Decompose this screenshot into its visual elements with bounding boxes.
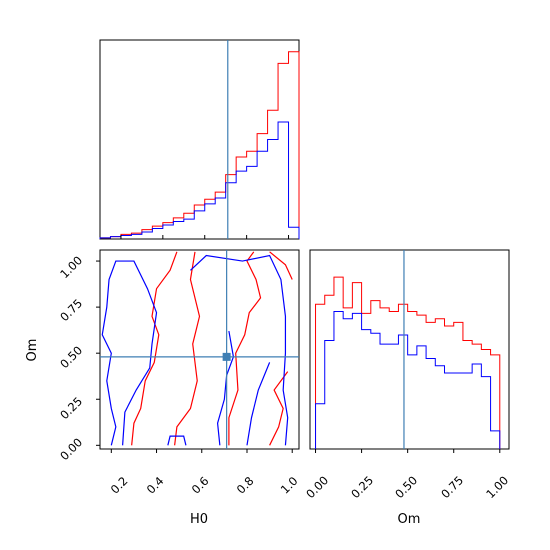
xtick-label: 1.0 [278, 474, 301, 497]
xtick-label: 0.4 [144, 474, 167, 497]
xtick-label: 0.8 [234, 474, 257, 497]
contour-line-0 [228, 251, 262, 446]
h0-hist-series-1 [99, 121, 300, 239]
contour-line-1 [167, 435, 187, 446]
om-hist-frame [309, 249, 510, 450]
om-x-ticklabels: 0.00 0.25 0.50 0.75 1.00 [303, 473, 511, 501]
ytick-label: 0.50 [57, 343, 85, 371]
h0-hist-layer [99, 40, 300, 239]
contour-line-1 [101, 260, 158, 446]
xtick-label: 1.00 [483, 473, 511, 501]
om-hist-series-1 [315, 311, 501, 449]
contour-y-ticklabels: 0.00 0.25 0.50 0.75 1.00 [57, 253, 85, 463]
contour-line-0 [131, 251, 178, 446]
contour-layer [96, 250, 299, 453]
contour-truth-marker [222, 352, 231, 361]
contour-line-1 [216, 330, 235, 446]
contour-line-0 [269, 371, 289, 446]
xtick-label: 0.50 [392, 473, 420, 501]
contour-line-1 [246, 362, 271, 446]
ytick-label: 0.75 [57, 296, 85, 324]
ytick-label: 0.25 [57, 394, 85, 422]
contour-x-ticklabels: 0.2 0.4 0.6 0.8 1.0 [108, 474, 301, 497]
x-axis-label-om: Om [398, 512, 421, 527]
contour-line-1 [190, 254, 289, 446]
contour-frame [99, 249, 300, 450]
h0-hist-series-0 [99, 51, 300, 239]
xtick-label: 0.2 [108, 474, 131, 497]
om-hist-series-0 [315, 276, 501, 449]
contour-line-0 [174, 251, 201, 446]
y-axis-label-om: Om [25, 339, 40, 362]
xtick-label: 0.25 [348, 473, 376, 501]
ytick-label: 1.00 [57, 253, 85, 281]
xtick-label: 0.6 [189, 474, 212, 497]
contour-line-0 [269, 251, 293, 280]
om-hist-layer [315, 250, 501, 453]
x-axis-label-h0: H0 [190, 512, 208, 527]
ytick-label: 0.00 [57, 435, 85, 463]
xtick-label: 0.75 [438, 473, 466, 501]
xtick-label: 0.00 [303, 473, 331, 501]
